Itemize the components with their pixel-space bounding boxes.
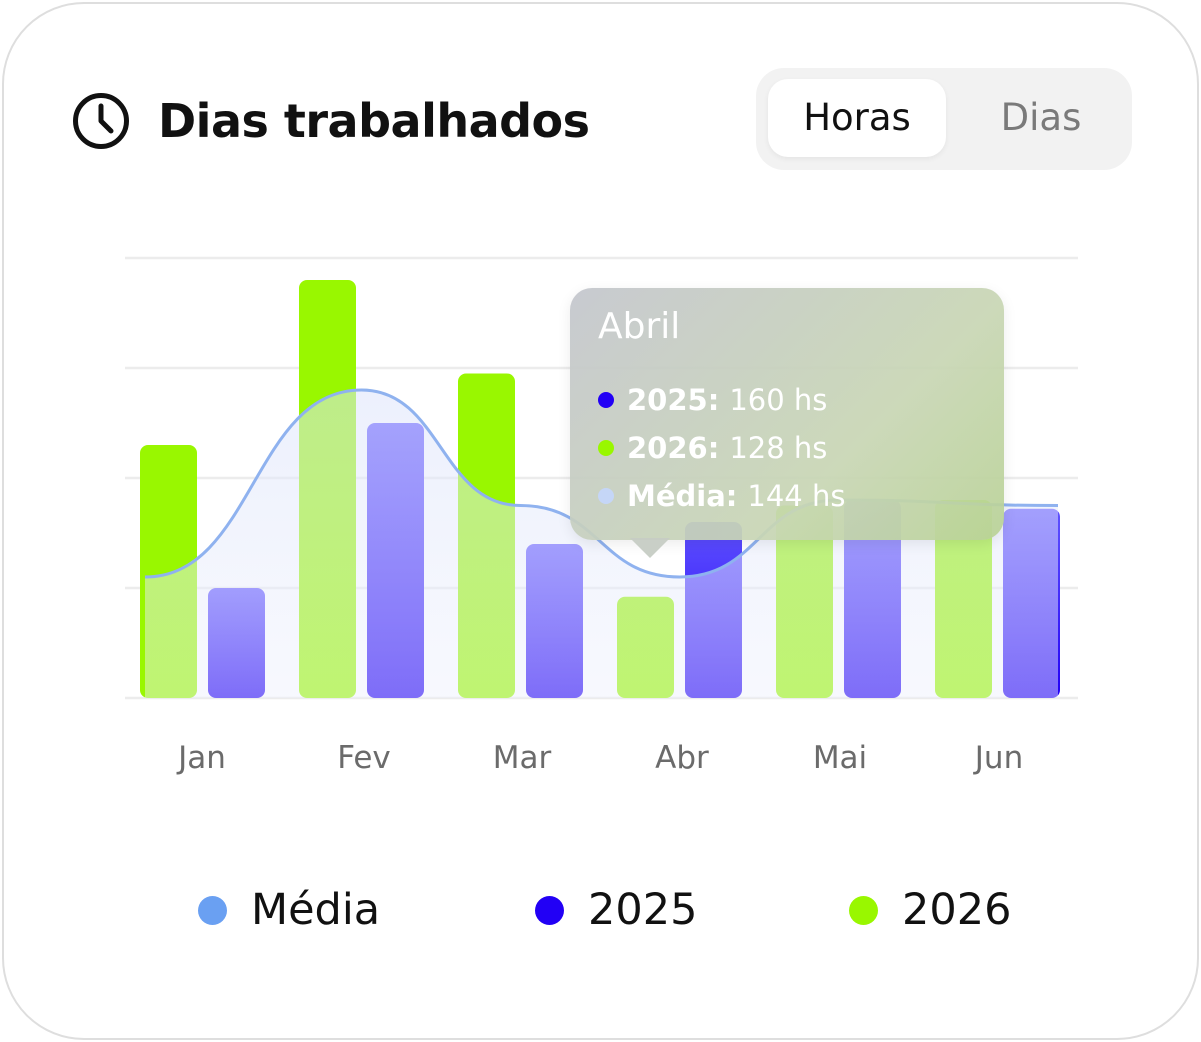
- tooltip-key: 2025:: [627, 383, 720, 417]
- tooltip-key: 2026:: [627, 431, 720, 465]
- tooltip-arrow: [630, 538, 670, 558]
- x-tick-label: Abr: [655, 740, 709, 776]
- toggle-hours-button[interactable]: Horas: [768, 79, 946, 157]
- series-2026-dot-icon: [849, 895, 878, 925]
- dot-2025-icon: [598, 392, 614, 408]
- legend-label: 2025: [588, 885, 698, 935]
- tooltip-row-2025: 2025: 160 hs: [598, 380, 827, 420]
- legend-label: Média: [251, 885, 381, 935]
- dot-2026-icon: [598, 440, 614, 456]
- legend-label: 2026: [902, 885, 1012, 935]
- tooltip-row-media: Média: 144 hs: [598, 476, 845, 516]
- page-title: Dias trabalhados: [158, 94, 590, 148]
- x-tick-label: Mai: [813, 740, 867, 776]
- tooltip-value: 128 hs: [729, 431, 828, 465]
- series-2025-dot-icon: [535, 895, 564, 925]
- dot-media-icon: [598, 488, 614, 504]
- tooltip: Abril 2025: 160 hs 2026: 128 hs Média: 1…: [570, 288, 1004, 540]
- x-tick-label: Jun: [973, 740, 1023, 776]
- legend-item-media: Média: [198, 882, 380, 938]
- tooltip-title: Abril: [598, 306, 681, 347]
- legend-item-2025: 2025: [535, 882, 697, 938]
- toggle-days-button[interactable]: Dias: [1000, 96, 1082, 139]
- view-toggle: Horas Dias: [756, 68, 1132, 170]
- tooltip-value: 144 hs: [747, 479, 846, 513]
- tooltip-value: 160 hs: [729, 383, 828, 417]
- clock-icon: [73, 93, 129, 149]
- legend-item-2026: 2026: [849, 882, 1011, 938]
- x-tick-label: Fev: [337, 740, 391, 776]
- x-tick-label: Jan: [176, 740, 226, 776]
- tooltip-row-2026: 2026: 128 hs: [598, 428, 827, 468]
- media-dot-icon: [198, 895, 227, 925]
- x-tick-label: Mar: [493, 740, 552, 776]
- tooltip-key: Média:: [627, 479, 738, 513]
